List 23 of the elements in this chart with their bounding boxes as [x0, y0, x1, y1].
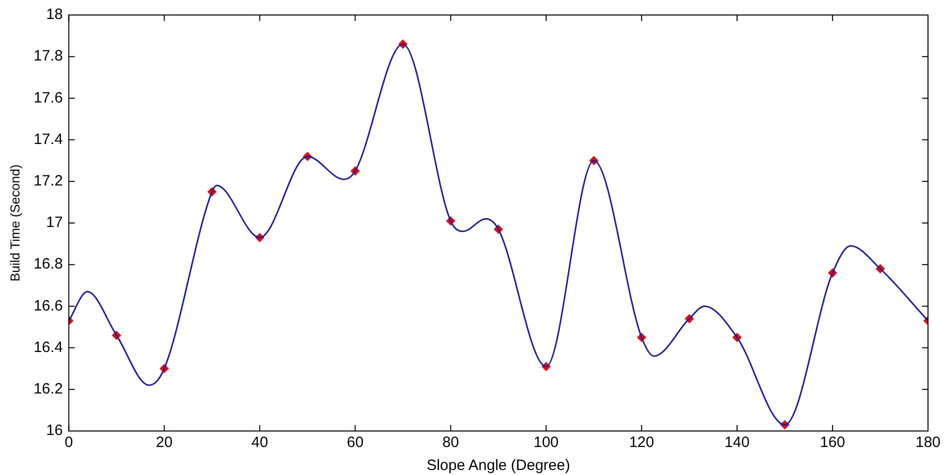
y-tick-label: 17: [46, 214, 63, 232]
y-tick-label: 17.2: [34, 172, 63, 190]
x-tick-label: 20: [156, 434, 173, 452]
y-tick-label: 17.6: [34, 89, 63, 106]
x-tick-label: 180: [915, 434, 941, 452]
x-tick-label: 60: [346, 434, 364, 452]
x-tick-label: 160: [820, 434, 846, 452]
y-tick-label: 16.2: [34, 380, 63, 398]
x-tick-label: 100: [534, 434, 559, 452]
x-tick-label: 0: [64, 434, 73, 452]
y-tick-label: 16.6: [34, 297, 63, 314]
y-tick-label: 18: [46, 6, 63, 24]
y-tick-label: 16.8: [34, 256, 63, 273]
y-tick-label: 16: [46, 422, 63, 440]
x-tick-label: 80: [442, 434, 460, 452]
y-tick-label: 17.4: [34, 130, 63, 148]
x-tick-label: 40: [251, 434, 268, 452]
y-axis-title: Build Time (Second): [7, 164, 22, 282]
x-tick-label: 140: [724, 434, 750, 452]
y-tick-label: 16.4: [34, 338, 63, 356]
y-tick-label: 17.8: [34, 48, 63, 65]
x-axis-title: Slope Angle (Degree): [426, 457, 570, 474]
x-tick-label: 120: [629, 434, 654, 452]
